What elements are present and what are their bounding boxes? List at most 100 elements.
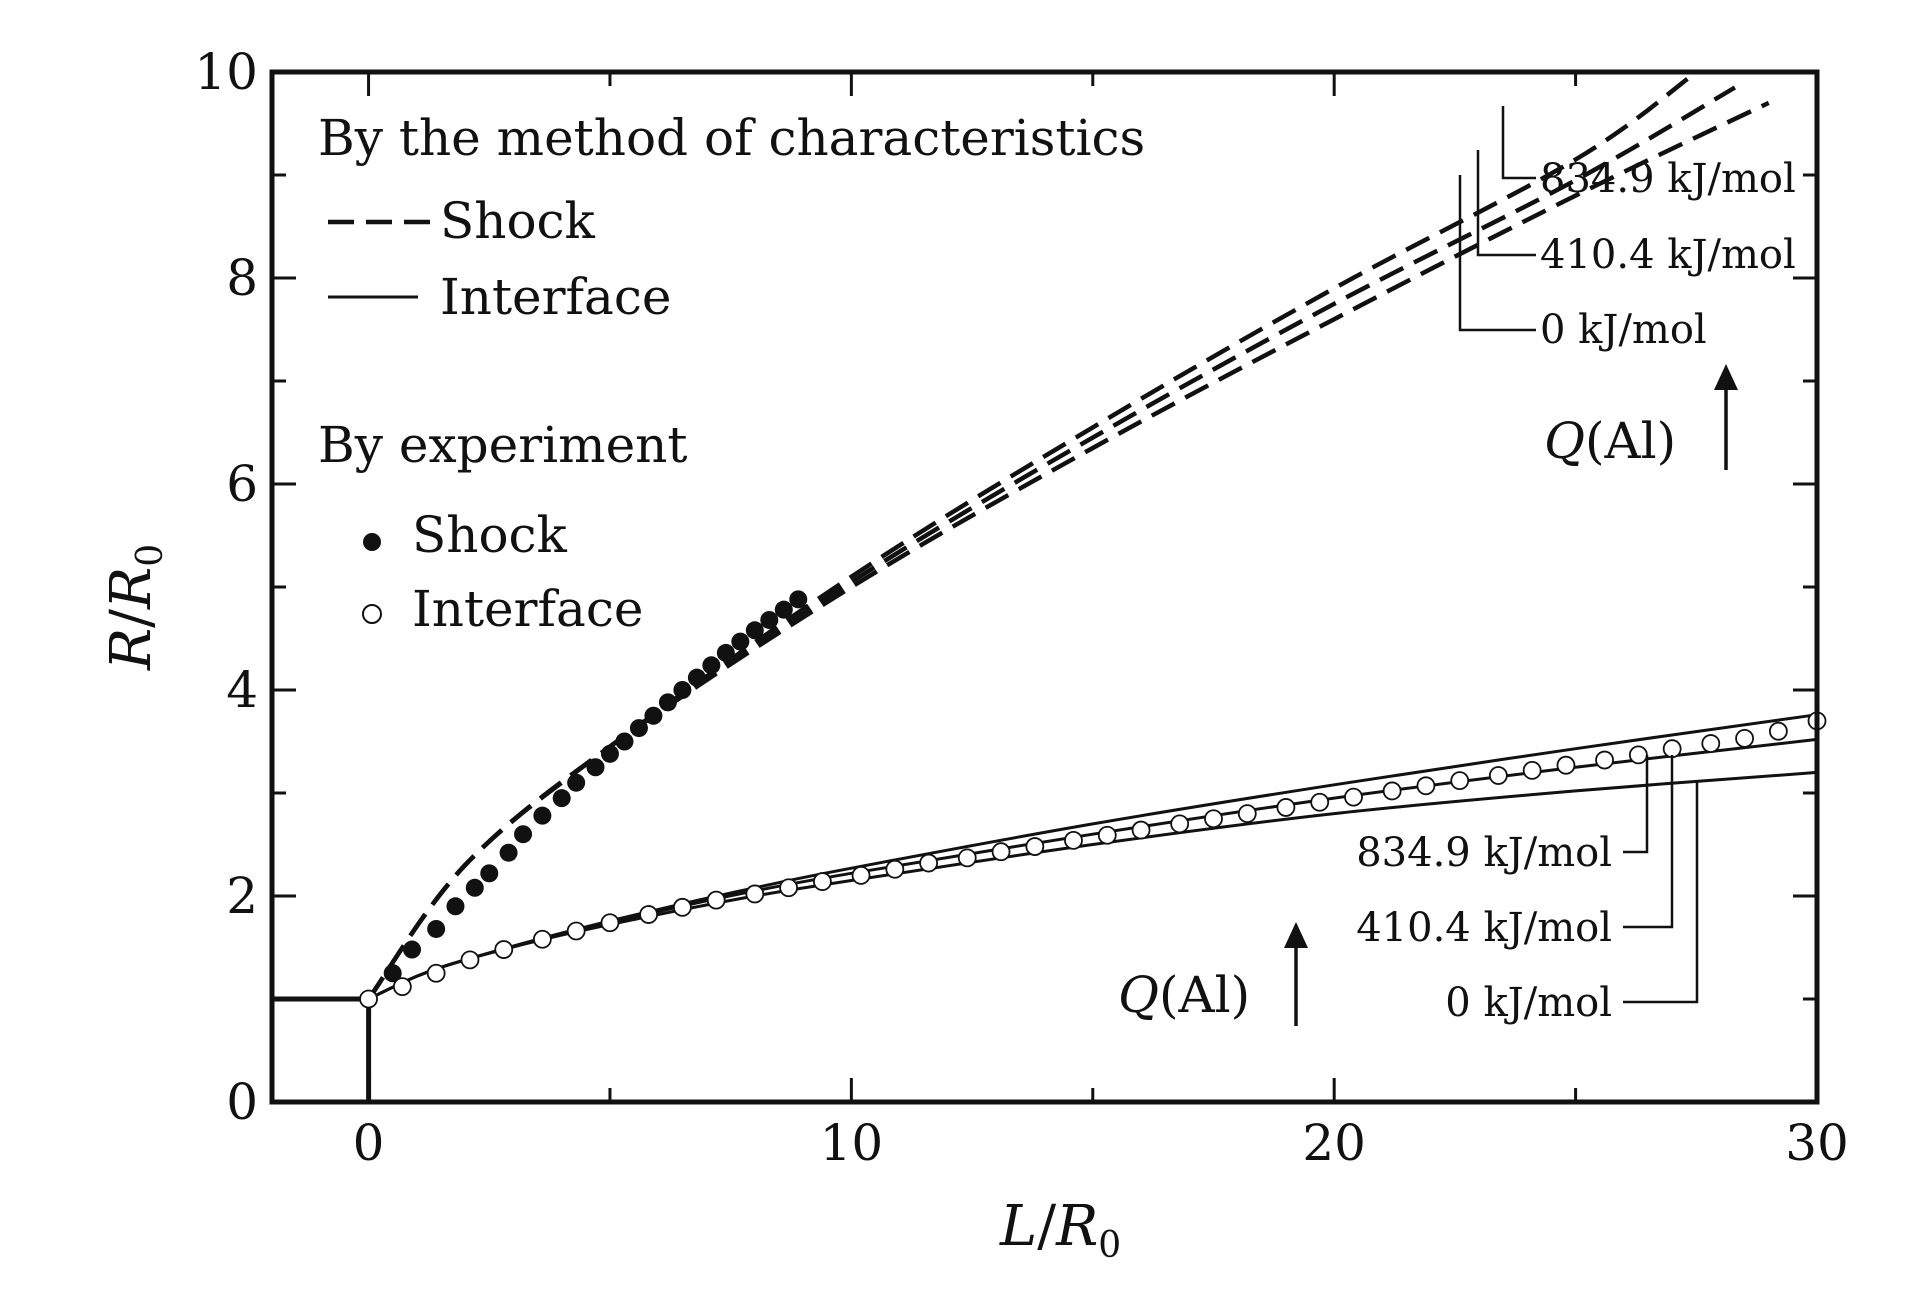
initial-boundary-line bbox=[272, 996, 372, 1102]
exp-interface-point bbox=[1097, 825, 1117, 845]
exp-shock-point bbox=[480, 864, 499, 883]
exp-shock-point bbox=[383, 964, 402, 983]
exp-interface-point bbox=[1237, 804, 1257, 823]
y-tick-label: 4 bbox=[226, 661, 258, 719]
exp-shock-point bbox=[533, 806, 552, 825]
exp-shock-point bbox=[745, 621, 764, 640]
exp-interface-point bbox=[494, 940, 514, 959]
exp-shock-point bbox=[731, 632, 750, 651]
exp-interface-point bbox=[392, 977, 412, 997]
exp-shock-point bbox=[687, 668, 706, 687]
exp-interface-point bbox=[1416, 776, 1436, 796]
shock-characteristic-line-0 bbox=[366, 100, 1770, 1001]
exp-interface-point bbox=[1768, 721, 1788, 741]
shock-characteristic-line-1 bbox=[366, 85, 1737, 1001]
shock-leader-834 bbox=[1501, 106, 1536, 180]
interface-leader-410 bbox=[1623, 755, 1674, 929]
exp-shock-point bbox=[552, 789, 571, 808]
exp-interface-point bbox=[1310, 792, 1330, 812]
shock-label-834: 834.9 kJ/mol bbox=[1540, 156, 1796, 202]
shock-leader-0 bbox=[1458, 175, 1536, 332]
exp-interface-point bbox=[1204, 809, 1223, 829]
exp-shock-point bbox=[465, 878, 484, 897]
interface-label-410: 410.4 kJ/mol bbox=[1356, 905, 1612, 951]
exp-interface-point bbox=[600, 913, 620, 933]
exp-shock-point bbox=[702, 656, 721, 675]
exp-interface-point bbox=[1064, 830, 1083, 850]
exp-interface-point bbox=[851, 866, 871, 885]
legend-shock-label: Shock bbox=[440, 192, 596, 250]
x-tick-label: 30 bbox=[1785, 1114, 1849, 1172]
shock-q-label: Q(Al) bbox=[1544, 412, 1676, 470]
exp-interface-point bbox=[1170, 814, 1190, 834]
y-tick-label: 10 bbox=[194, 43, 258, 101]
interface-label-0: 0 kJ/mol bbox=[1445, 980, 1612, 1026]
exp-interface-point bbox=[1522, 760, 1542, 780]
exp-interface-point bbox=[460, 950, 480, 970]
exp-interface-point bbox=[1450, 771, 1470, 791]
exp-interface-point bbox=[672, 897, 692, 917]
exp-interface-point bbox=[1701, 734, 1721, 753]
interface-leader-0 bbox=[1623, 780, 1699, 1004]
shock-label-410: 410.4 kJ/mol bbox=[1540, 232, 1796, 278]
marker-layer bbox=[359, 590, 1827, 1009]
exp-interface-point bbox=[1276, 798, 1296, 817]
exp-interface-point bbox=[991, 842, 1011, 862]
exp-shock-point bbox=[658, 693, 677, 712]
exp-interface-point bbox=[1488, 766, 1508, 785]
exp-shock-point bbox=[615, 732, 634, 751]
legend-interface-label: Interface bbox=[440, 268, 671, 326]
exp-shock-point bbox=[760, 610, 779, 629]
plot-frame bbox=[269, 69, 1820, 1105]
exp-interface-point bbox=[1382, 781, 1402, 801]
exp-shock-point bbox=[716, 643, 735, 662]
exp-interface-point bbox=[566, 921, 586, 941]
exp-interface-point bbox=[532, 929, 552, 949]
exp-interface-point bbox=[919, 853, 939, 873]
x-axis-title: L/R0 bbox=[999, 1194, 1121, 1266]
exp-interface-point bbox=[1595, 750, 1614, 770]
legend: By the method of characteristics Shock I… bbox=[318, 109, 1145, 638]
y-tick-label: 6 bbox=[226, 455, 258, 513]
exp-shock-point bbox=[673, 681, 692, 699]
interface-annotations: 834.9 kJ/mol 410.4 kJ/mol 0 kJ/mol Q(Al) bbox=[1118, 755, 1699, 1026]
x-tick-label: 20 bbox=[1302, 1114, 1366, 1172]
interface-q-label: Q(Al) bbox=[1118, 966, 1250, 1024]
exp-shock-point bbox=[514, 825, 533, 844]
exp-interface-point bbox=[1344, 787, 1363, 807]
exp-shock-point bbox=[499, 843, 518, 862]
y-tick-label: 0 bbox=[226, 1073, 258, 1131]
exp-shock-point bbox=[600, 744, 619, 763]
legend-exp-shock-marker bbox=[363, 533, 381, 551]
shock-label-0: 0 kJ/mol bbox=[1540, 307, 1707, 353]
exp-interface-point bbox=[706, 890, 726, 910]
exp-interface-point bbox=[1025, 837, 1045, 856]
legend-header-characteristics: By the method of characteristics bbox=[318, 109, 1145, 167]
shock-q-arrow-head bbox=[1714, 364, 1738, 390]
exp-interface-point bbox=[1628, 745, 1648, 765]
exp-shock-point bbox=[586, 758, 605, 777]
exp-shock-point bbox=[567, 773, 586, 792]
exp-shock-point bbox=[644, 706, 663, 725]
exp-interface-point bbox=[885, 859, 905, 879]
interface-q-arrow-head bbox=[1284, 922, 1308, 948]
exp-interface-point bbox=[1662, 739, 1682, 759]
exp-interface-point bbox=[745, 884, 765, 904]
shock-characteristic-line-2 bbox=[366, 70, 1698, 1001]
exp-interface-point bbox=[359, 989, 378, 1009]
shock-annotations: 834.9 kJ/mol 410.4 kJ/mol 0 kJ/mol Q(Al) bbox=[1458, 106, 1796, 470]
y-axis-title: R/R0 bbox=[99, 544, 171, 671]
exp-interface-point bbox=[1131, 820, 1151, 840]
interface-label-834: 834.9 kJ/mol bbox=[1356, 830, 1612, 876]
x-tick-label: 0 bbox=[353, 1114, 385, 1172]
interface-leader-834 bbox=[1623, 755, 1649, 854]
legend-exp-interface-label: Interface bbox=[412, 580, 643, 638]
exp-interface-point bbox=[426, 963, 446, 983]
legend-header-experiment: By experiment bbox=[318, 416, 687, 474]
legend-exp-shock-label: Shock bbox=[412, 506, 568, 564]
exp-interface-point bbox=[779, 878, 799, 898]
exp-interface-point bbox=[813, 872, 832, 891]
exp-shock-point bbox=[789, 590, 808, 609]
